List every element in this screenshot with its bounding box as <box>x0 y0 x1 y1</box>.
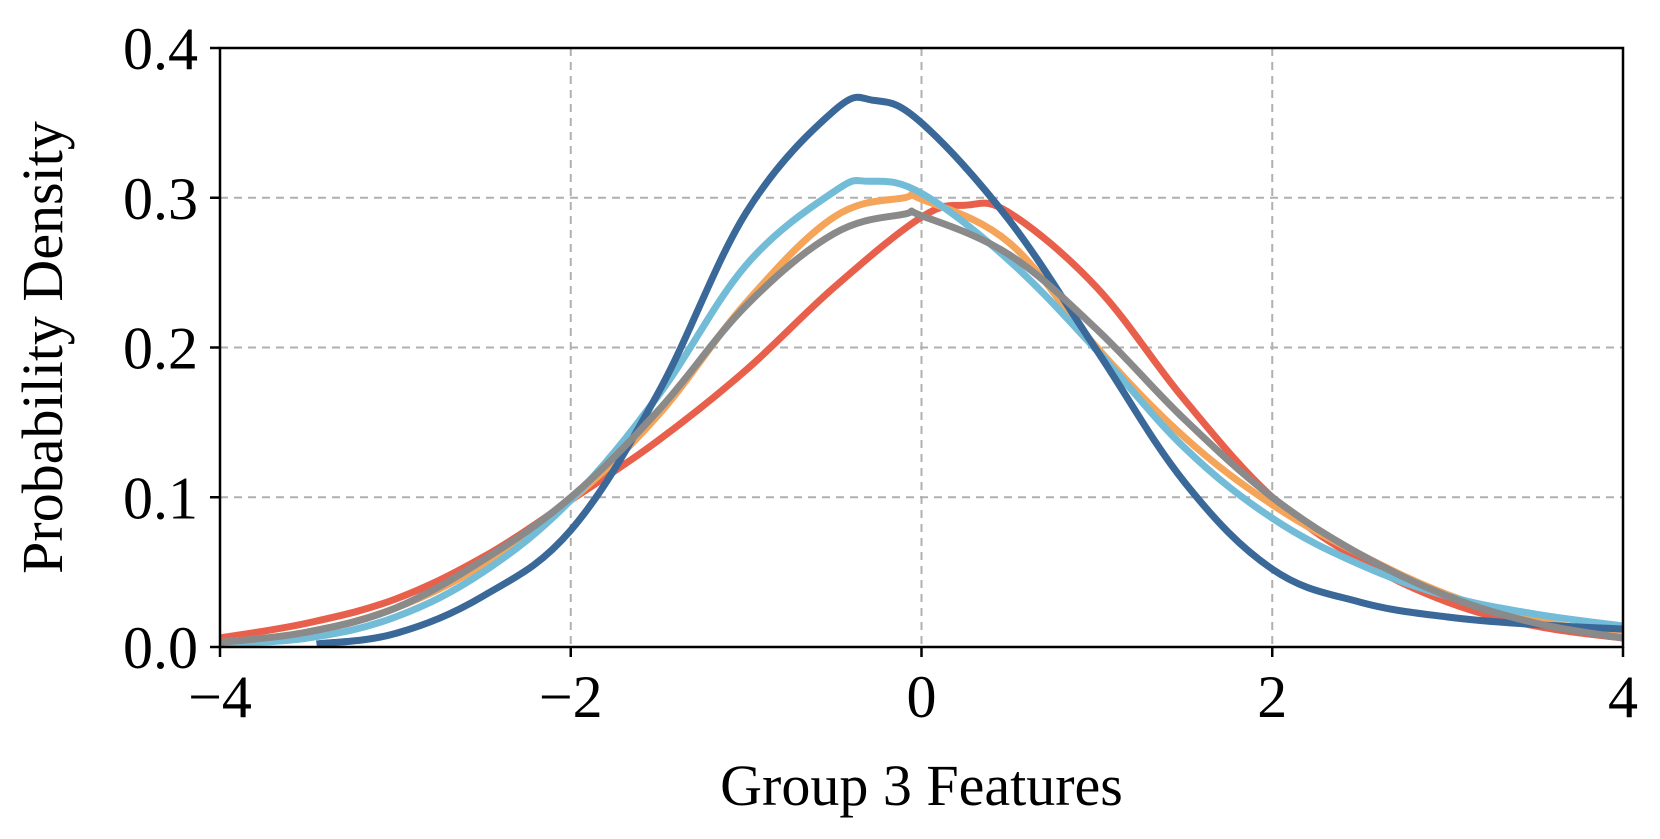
y-tick-label: 0.4 <box>123 16 198 82</box>
series-lines <box>220 93 1623 647</box>
x-tick-label: 4 <box>1608 664 1638 730</box>
y-tick-label: 0.0 <box>123 615 198 681</box>
series-line-4 <box>316 93 1623 647</box>
x-tick-label: 0 <box>907 664 937 730</box>
y-axis-label: Probability Density <box>10 121 75 574</box>
x-axis: −4 −2 0 2 4 <box>188 647 1638 730</box>
x-tick-label: 2 <box>1257 664 1287 730</box>
y-tick-label: 0.3 <box>123 166 198 232</box>
x-tick-label: −4 <box>188 664 252 730</box>
y-axis: 0.0 0.1 0.2 0.3 0.4 <box>123 16 220 681</box>
y-tick-label: 0.1 <box>123 465 198 531</box>
x-axis-label: Group 3 Features <box>720 753 1123 818</box>
grid-lines <box>220 48 1623 647</box>
y-tick-label: 0.2 <box>123 316 198 382</box>
series-line-3 <box>220 177 1623 647</box>
x-tick-label: −2 <box>539 664 603 730</box>
series-line-5 <box>220 207 1623 646</box>
